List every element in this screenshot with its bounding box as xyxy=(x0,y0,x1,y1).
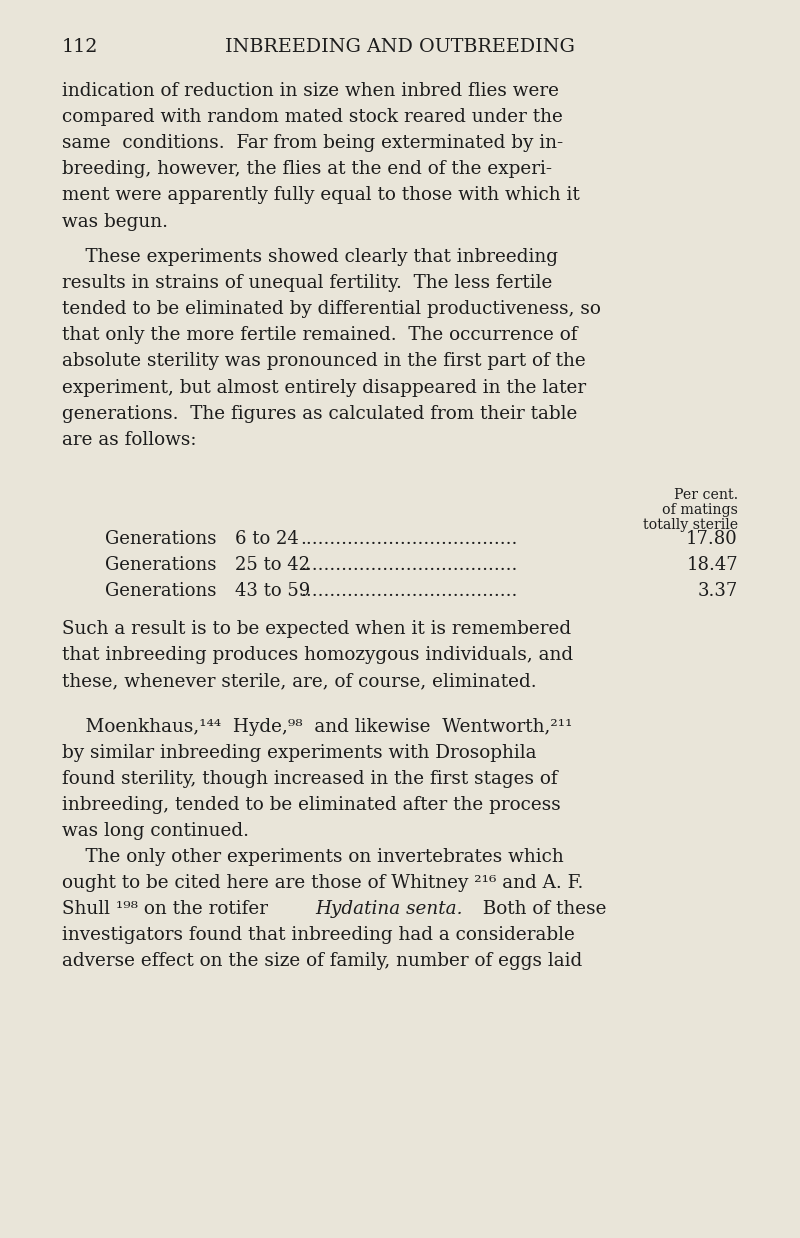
Text: 18.47: 18.47 xyxy=(686,556,738,574)
Text: of matings: of matings xyxy=(662,503,738,517)
Text: .....................................: ..................................... xyxy=(300,530,518,548)
Text: 6 to 24: 6 to 24 xyxy=(235,530,298,548)
Text: 112: 112 xyxy=(62,38,98,56)
Text: Moenkhaus,¹⁴⁴  Hyde,⁹⁸  and likewise  Wentworth,²¹¹
by similar inbreeding experi: Moenkhaus,¹⁴⁴ Hyde,⁹⁸ and likewise Wentw… xyxy=(62,718,573,841)
Text: Generations: Generations xyxy=(105,582,216,600)
Text: Generations: Generations xyxy=(105,556,216,574)
Text: 25 to 42: 25 to 42 xyxy=(235,556,310,574)
Text: The only other experiments on invertebrates which: The only other experiments on invertebra… xyxy=(62,848,564,867)
Text: Shull ¹⁹⁸ on the rotifer: Shull ¹⁹⁸ on the rotifer xyxy=(62,900,274,919)
Text: Both of these: Both of these xyxy=(471,900,606,919)
Text: 17.80: 17.80 xyxy=(686,530,738,548)
Text: These experiments showed clearly that inbreeding
results in strains of unequal f: These experiments showed clearly that in… xyxy=(62,248,601,449)
Text: investigators found that inbreeding had a considerable: investigators found that inbreeding had … xyxy=(62,926,575,945)
Text: Such a result is to be expected when it is remembered
that inbreeding produces h: Such a result is to be expected when it … xyxy=(62,620,573,691)
Text: totally sterile: totally sterile xyxy=(643,517,738,532)
Text: Hydatina senta.: Hydatina senta. xyxy=(315,900,462,919)
Text: 43 to 59: 43 to 59 xyxy=(235,582,310,600)
Text: indication of reduction in size when inbred flies were
compared with random mate: indication of reduction in size when inb… xyxy=(62,82,580,230)
Text: ought to be cited here are those of Whitney ²¹⁶ and A. F.: ought to be cited here are those of Whit… xyxy=(62,874,583,893)
Text: .....................................: ..................................... xyxy=(300,556,518,574)
Text: Generations: Generations xyxy=(105,530,216,548)
Text: Per cent.: Per cent. xyxy=(674,488,738,501)
Text: .....................................: ..................................... xyxy=(300,582,518,600)
Text: INBREEDING AND OUTBREEDING: INBREEDING AND OUTBREEDING xyxy=(225,38,575,56)
Text: adverse effect on the size of family, number of eggs laid: adverse effect on the size of family, nu… xyxy=(62,952,582,971)
Text: 3.37: 3.37 xyxy=(698,582,738,600)
